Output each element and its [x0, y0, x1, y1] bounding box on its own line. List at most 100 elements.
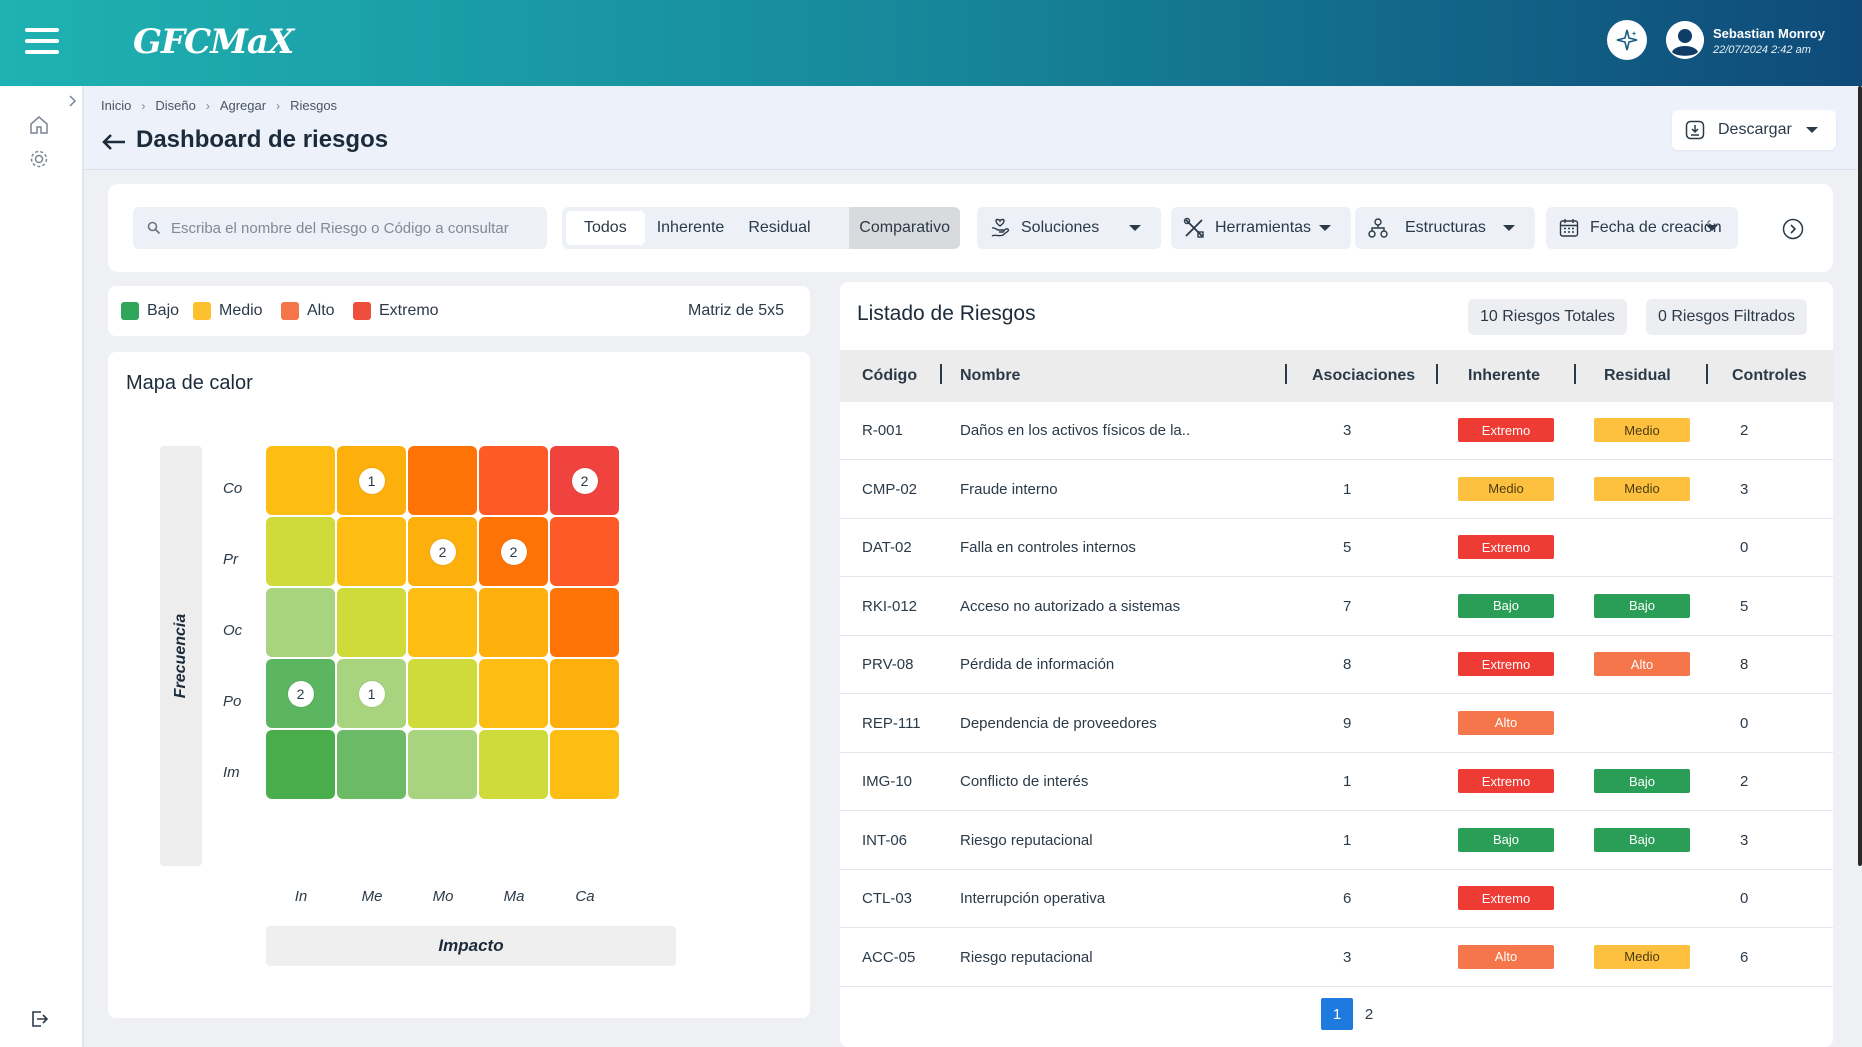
heatmap-cell[interactable]: 2	[266, 659, 335, 728]
row-label: Pr	[223, 551, 238, 568]
heatmap-cell[interactable]	[550, 588, 619, 657]
heatmap-cell[interactable]	[408, 588, 477, 657]
heatmap-cell[interactable]	[408, 446, 477, 515]
table-row[interactable]: CMP-02 Fraude interno 1 3 Medio Medio	[840, 461, 1833, 519]
soluciones-button[interactable]: Soluciones	[977, 207, 1161, 249]
filter-inherente[interactable]: Inherente	[656, 219, 725, 236]
search-box[interactable]	[133, 207, 547, 249]
estructuras-button[interactable]: Estructuras	[1355, 207, 1535, 249]
risk-count-badge[interactable]: 2	[571, 467, 598, 494]
th-controles[interactable]: Controles	[1732, 367, 1807, 384]
column-divider	[1706, 364, 1708, 384]
heatmap-cell[interactable]	[266, 588, 335, 657]
table-row[interactable]: CTL-03 Interrupción operativa 6 0 Extremo	[840, 870, 1833, 928]
heatmap-cell[interactable]	[337, 517, 406, 586]
risk-count-badge[interactable]: 2	[500, 538, 527, 565]
filter-residual[interactable]: Residual	[748, 219, 811, 236]
search-input[interactable]	[171, 219, 531, 237]
heatmap-cell[interactable]	[479, 659, 548, 728]
back-arrow-icon[interactable]	[101, 132, 127, 152]
legend-swatch	[281, 302, 299, 320]
heatmap-cell[interactable]	[408, 659, 477, 728]
table-row[interactable]: DAT-02 Falla en controles internos 5 0 Extre…	[840, 519, 1833, 577]
legend-label: Extremo	[379, 302, 439, 319]
herramientas-button[interactable]: Herramientas	[1171, 207, 1351, 249]
home-icon[interactable]	[28, 114, 50, 136]
search-icon	[147, 221, 161, 235]
page-scrollbar[interactable]	[1858, 86, 1862, 866]
heatmap-cell[interactable]	[479, 588, 548, 657]
table-row[interactable]: INT-06 Riesgo reputacional 1 3 Bajo Bajo	[840, 812, 1833, 870]
heatmap-cell[interactable]	[550, 730, 619, 799]
frequency-axis-bar	[160, 446, 202, 866]
table-row[interactable]: REP-111 Dependencia de proveedores 9 0 Alto	[840, 695, 1833, 753]
filter-comparativo[interactable]: Comparativo	[849, 207, 960, 249]
breadcrumb-item[interactable]: Diseño	[155, 98, 196, 113]
heatmap-cell[interactable]: 2	[550, 446, 619, 515]
page-button-2[interactable]: 2	[1364, 1005, 1374, 1023]
th-residual[interactable]: Residual	[1604, 367, 1671, 384]
cell-code: DAT-02	[862, 539, 912, 556]
frequency-axis-label: Frecuencia	[172, 613, 190, 699]
table-row[interactable]: RKI-012 Acceso no autorizado a sistemas 7 5…	[840, 578, 1833, 636]
chevron-circle-right-icon[interactable]	[1782, 218, 1804, 240]
heatmap-cell[interactable]: 1	[337, 659, 406, 728]
app-logo[interactable]: GFCMaX	[133, 22, 294, 62]
user-circle-icon[interactable]	[1666, 21, 1704, 59]
heatmap-cell[interactable]	[337, 730, 406, 799]
heatmap-cell[interactable]	[266, 517, 335, 586]
filter-todos[interactable]: Todos	[566, 211, 645, 245]
menu-icon[interactable]	[25, 28, 59, 54]
risk-count-badge[interactable]: 1	[358, 680, 385, 707]
table-row[interactable]: ACC-05 Riesgo reputacional 3 6 Alto Medio	[840, 929, 1833, 987]
heatmap-cell[interactable]: 2	[479, 517, 548, 586]
table-row[interactable]: PRV-08 Pérdida de información 8 8 Extremo Alt…	[840, 636, 1833, 694]
heatmap-cell[interactable]	[550, 659, 619, 728]
table-row[interactable]: IMG-10 Conflicto de interés 1 2 Extremo Bajo	[840, 753, 1833, 811]
page-button-1[interactable]: 1	[1321, 998, 1353, 1030]
sidebar	[0, 86, 84, 1047]
th-asociaciones[interactable]: Asociaciones	[1312, 367, 1416, 384]
heatmap-cell[interactable]: 2	[408, 517, 477, 586]
download-button[interactable]: Descargar	[1672, 110, 1836, 150]
gear-icon[interactable]	[28, 148, 50, 170]
sparkle-icon[interactable]	[1607, 20, 1647, 60]
inherent-level-tag: Extremo	[1458, 535, 1554, 559]
cell-asociaciones: 3	[1343, 422, 1352, 439]
hierarchy-icon	[1368, 218, 1388, 238]
heatmap-cell[interactable]	[337, 588, 406, 657]
legend-label: Medio	[219, 302, 263, 319]
user-name[interactable]: Sebastian Monroy	[1713, 26, 1825, 41]
heatmap-cell[interactable]	[550, 517, 619, 586]
heatmap-cell[interactable]	[266, 446, 335, 515]
heatmap-cell[interactable]	[266, 730, 335, 799]
risk-count-badge[interactable]: 2	[429, 538, 456, 565]
table-row[interactable]: R-001 Daños en los activos físicos de la.…	[840, 402, 1833, 460]
cell-code: PRV-08	[862, 656, 914, 673]
breadcrumb-item[interactable]: Agregar	[219, 98, 267, 113]
cell-asociaciones: 5	[1343, 539, 1352, 556]
heatmap-cell[interactable]	[479, 730, 548, 799]
cell-controles: 8	[1740, 656, 1749, 673]
fecha-creacion-button[interactable]: Fecha de creación	[1546, 207, 1738, 249]
heatmap-cell[interactable]	[408, 730, 477, 799]
view-filter-group: Todos Inherente Residual Comparativo	[562, 207, 960, 249]
chevron-down-icon	[1706, 225, 1718, 231]
row-label: Oc	[223, 622, 243, 639]
download-label: Descargar	[1718, 121, 1792, 138]
heatmap-cell[interactable]: 1	[337, 446, 406, 515]
cell-asociaciones: 6	[1343, 890, 1352, 907]
column-divider	[1436, 364, 1438, 384]
logout-icon[interactable]	[28, 1008, 50, 1030]
risk-count-badge[interactable]: 1	[358, 467, 385, 494]
th-nombre[interactable]: Nombre	[960, 367, 1021, 384]
risk-count-badge[interactable]: 2	[287, 680, 314, 707]
cell-name: Acceso no autorizado a sistemas	[960, 597, 1181, 615]
breadcrumb-item[interactable]: Inicio	[101, 98, 132, 113]
th-codigo[interactable]: Código	[862, 367, 918, 384]
th-inherente[interactable]: Inherente	[1468, 367, 1541, 384]
breadcrumb-item[interactable]: Riesgos	[290, 98, 338, 113]
chevron-right-icon[interactable]	[68, 94, 78, 108]
cell-name: Dependencia de proveedores	[960, 714, 1157, 732]
heatmap-cell[interactable]	[479, 446, 548, 515]
